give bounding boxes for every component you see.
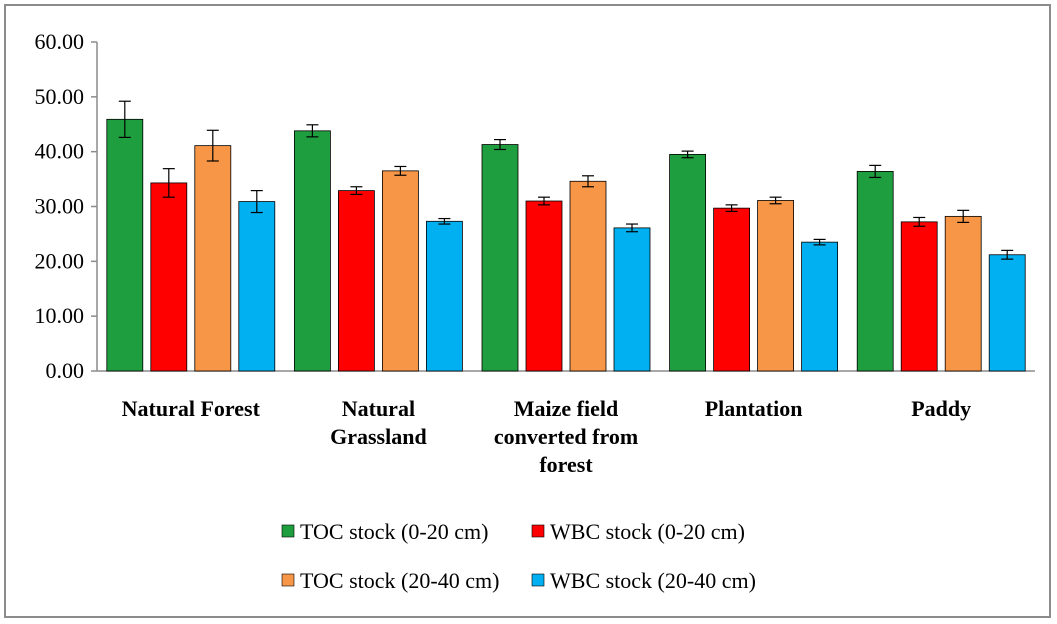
bar bbox=[988, 254, 1026, 372]
bar bbox=[613, 227, 651, 372]
x-axis-labels: Natural Forest Natural Grassland Maize fiel… bbox=[122, 396, 972, 477]
bar bbox=[150, 182, 188, 372]
legend-label: WBC stock (20-40 cm) bbox=[550, 568, 756, 593]
y-tick-label: 40.00 bbox=[35, 139, 85, 164]
x-category-label-line: Grassland bbox=[330, 424, 427, 449]
x-category-label: Paddy bbox=[911, 396, 971, 421]
legend-swatch bbox=[281, 573, 295, 587]
bar bbox=[194, 145, 232, 372]
bars-group bbox=[106, 100, 1026, 372]
x-category-label-line: converted from bbox=[494, 424, 638, 449]
x-category-label-line: Natural Forest bbox=[122, 396, 261, 421]
bar bbox=[944, 215, 982, 372]
y-tick-label: 0.00 bbox=[46, 358, 85, 383]
bar bbox=[238, 201, 276, 372]
legend: TOC stock (0-20 cm) WBC stock (0-20 cm) TO… bbox=[281, 519, 756, 593]
legend-label: WBC stock (0-20 cm) bbox=[550, 519, 745, 544]
bar bbox=[801, 241, 838, 372]
bar bbox=[900, 221, 938, 372]
y-tick-label: 20.00 bbox=[35, 248, 85, 273]
bar bbox=[669, 154, 706, 372]
legend-label: TOC stock (20-40 cm) bbox=[300, 568, 499, 593]
bar bbox=[293, 130, 331, 372]
bar bbox=[525, 200, 563, 372]
x-category-label-line: Natural bbox=[342, 396, 415, 421]
y-tick-label: 60.00 bbox=[35, 29, 85, 54]
x-category-label: Natural Forest bbox=[122, 396, 261, 421]
x-category-label-line: Maize field bbox=[514, 396, 618, 421]
bar bbox=[757, 200, 794, 372]
x-category-label: Plantation bbox=[705, 396, 803, 421]
bar bbox=[856, 171, 894, 372]
x-category-label-line: Plantation bbox=[705, 396, 803, 421]
x-category-label: Natural Grassland bbox=[330, 396, 427, 449]
x-category-label-line: Paddy bbox=[911, 396, 971, 421]
x-category-label-line: forest bbox=[539, 452, 593, 477]
y-tick-label: 50.00 bbox=[35, 84, 85, 109]
bar bbox=[381, 170, 419, 372]
bar bbox=[425, 220, 463, 372]
legend-swatch bbox=[281, 524, 295, 538]
y-tick-label: 30.00 bbox=[35, 194, 85, 219]
bar bbox=[713, 207, 750, 372]
bar bbox=[337, 190, 375, 372]
legend-swatch bbox=[531, 524, 545, 538]
x-category-label: Maize field converted from forest bbox=[494, 396, 638, 477]
bar bbox=[106, 118, 144, 372]
legend-label: TOC stock (0-20 cm) bbox=[300, 519, 488, 544]
legend-swatch bbox=[531, 573, 545, 587]
bar bbox=[481, 144, 519, 372]
y-tick-label: 10.00 bbox=[35, 303, 85, 328]
bar bbox=[569, 180, 607, 372]
